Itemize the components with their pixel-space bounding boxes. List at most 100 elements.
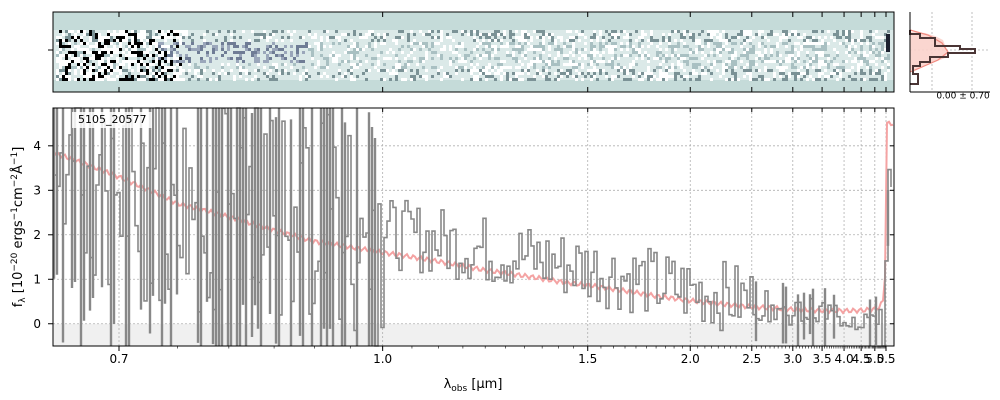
twod-pixel — [161, 57, 164, 60]
twod-pixel — [200, 36, 203, 39]
twod-pixel — [590, 54, 593, 57]
twod-pixel — [83, 69, 86, 72]
twod-pixel — [83, 60, 86, 63]
twod-pixel — [302, 36, 305, 39]
twod-pixel — [62, 69, 65, 72]
twod-pixel — [440, 57, 443, 60]
twod-pixel — [389, 57, 392, 60]
twod-pixel — [515, 60, 518, 63]
twod-pixel — [230, 39, 233, 42]
twod-pixel — [62, 66, 65, 69]
twod-pixel — [341, 75, 344, 78]
twod-pixel — [542, 66, 545, 69]
twod-pixel — [713, 33, 716, 36]
twod-pixel — [137, 75, 140, 78]
twod-pixel — [512, 72, 515, 75]
twod-pixel — [335, 60, 338, 63]
twod-pixel — [614, 45, 617, 48]
twod-pixel — [713, 60, 716, 63]
twod-pixel — [113, 33, 116, 36]
twod-pixel — [536, 36, 539, 39]
twod-pixel — [539, 57, 542, 60]
twod-pixel — [389, 72, 392, 75]
twod-pixel — [749, 51, 752, 54]
twod-pixel — [356, 57, 359, 60]
twod-pixel — [878, 42, 881, 45]
twod-pixel — [356, 63, 359, 66]
twod-pixel — [719, 45, 722, 48]
twod-pixel — [368, 45, 371, 48]
twod-pixel — [437, 69, 440, 72]
twod-pixel — [410, 60, 413, 63]
twod-pixel — [581, 30, 584, 33]
twod-pixel — [128, 39, 131, 42]
twod-pixel — [581, 72, 584, 75]
twod-pixel — [335, 57, 338, 60]
twod-pixel — [572, 39, 575, 42]
twod-pixel — [818, 75, 821, 78]
twod-pixel — [695, 57, 698, 60]
twod-pixel — [590, 57, 593, 60]
twod-pixel — [548, 54, 551, 57]
twod-pixel — [617, 66, 620, 69]
twod-pixel — [587, 63, 590, 66]
twod-pixel — [506, 78, 509, 81]
twod-pixel — [230, 57, 233, 60]
twod-pixel — [485, 75, 488, 78]
twod-pixel — [701, 72, 704, 75]
twod-pixel — [287, 36, 290, 39]
twod-pixel — [245, 48, 248, 51]
twod-pixel — [314, 66, 317, 69]
twod-pixel — [806, 66, 809, 69]
twod-pixel — [329, 36, 332, 39]
twod-pixel — [578, 63, 581, 66]
twod-pixel — [80, 54, 83, 57]
twod-pixel — [152, 42, 155, 45]
twod-pixel — [89, 33, 92, 36]
twod-pixel — [764, 51, 767, 54]
twod-pixel — [161, 78, 164, 81]
twod-pixel — [602, 36, 605, 39]
twod-pixel — [251, 30, 254, 33]
twod-pixel — [563, 42, 566, 45]
twod-pixel — [155, 33, 158, 36]
twod-pixel — [494, 57, 497, 60]
twod-pixel — [284, 51, 287, 54]
twod-pixel — [557, 54, 560, 57]
twod-pixel — [851, 66, 854, 69]
twod-pixel — [611, 48, 614, 51]
twod-pixel — [116, 51, 119, 54]
twod-pixel — [260, 33, 263, 36]
twod-pixel — [548, 48, 551, 51]
twod-pixel — [719, 51, 722, 54]
twod-pixel — [698, 63, 701, 66]
twod-pixel — [101, 45, 104, 48]
twod-pixel — [83, 48, 86, 51]
twod-pixel — [479, 42, 482, 45]
twod-pixel — [659, 57, 662, 60]
twod-pixel — [647, 45, 650, 48]
twod-pixel — [101, 54, 104, 57]
twod-pixel — [794, 60, 797, 63]
twod-pixel — [422, 66, 425, 69]
twod-pixel — [701, 51, 704, 54]
twod-pixel — [302, 45, 305, 48]
grid-lines — [53, 108, 894, 346]
twod-pixel — [491, 69, 494, 72]
twod-pixel — [668, 69, 671, 72]
twod-pixel — [56, 69, 59, 72]
twod-pixel — [116, 36, 119, 39]
twod-pixel — [476, 75, 479, 78]
twod-pixel — [86, 72, 89, 75]
twod-pixel — [521, 54, 524, 57]
twod-pixel — [179, 42, 182, 45]
twod-pixel — [332, 60, 335, 63]
twod-pixel — [356, 45, 359, 48]
twod-pixel — [239, 57, 242, 60]
twod-pixel — [335, 30, 338, 33]
twod-pixel — [296, 48, 299, 51]
twod-pixel — [443, 45, 446, 48]
twod-pixel — [242, 45, 245, 48]
twod-pixel — [770, 54, 773, 57]
twod-pixel — [335, 36, 338, 39]
